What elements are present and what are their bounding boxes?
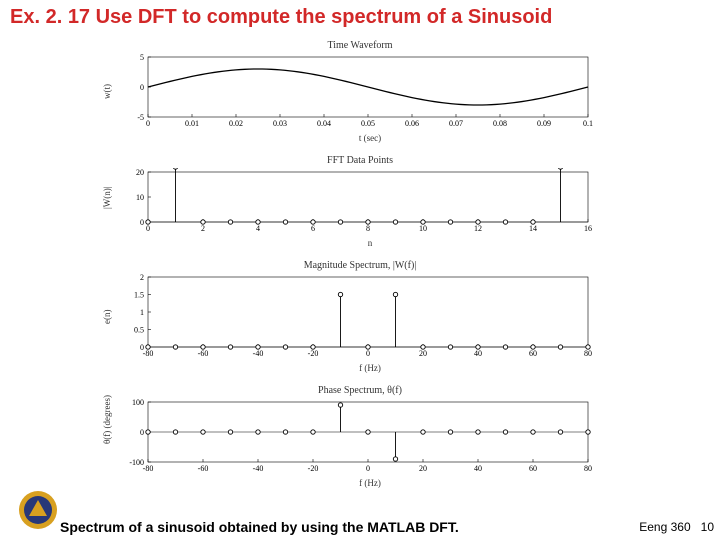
svg-text:0.08: 0.08 (493, 119, 507, 128)
svg-text:60: 60 (529, 349, 537, 358)
svg-text:20: 20 (136, 168, 144, 177)
svg-text:60: 60 (529, 464, 537, 473)
svg-text:0: 0 (146, 224, 150, 233)
panel-time-title: Time Waveform (100, 40, 620, 51)
svg-text:0.05: 0.05 (361, 119, 375, 128)
svg-text:40: 40 (474, 349, 482, 358)
svg-text:16: 16 (584, 224, 592, 233)
panel-phase-plot: -80 -60 -40 -20 0 20 40 60 80 -100 0 100 (114, 398, 594, 476)
university-logo-icon (18, 490, 58, 530)
svg-text:0.06: 0.06 (405, 119, 419, 128)
panel-time-plot: 0 0.01 0.02 0.03 0.04 0.05 0.06 0.07 0.08 0.09 0.1… (114, 53, 594, 131)
svg-text:0.02: 0.02 (229, 119, 243, 128)
svg-text:0: 0 (140, 83, 144, 92)
svg-text:0: 0 (366, 349, 370, 358)
panel-mag: Magnitude Spectrum, |W(f)| e(n) -80 -60 -4… (100, 260, 620, 373)
svg-text:40: 40 (474, 464, 482, 473)
svg-text:2: 2 (140, 273, 144, 282)
footer-course: Eeng 360 (639, 520, 690, 534)
svg-text:20: 20 (419, 349, 427, 358)
svg-text:0.01: 0.01 (185, 119, 199, 128)
svg-text:-5: -5 (137, 113, 144, 122)
svg-text:-60: -60 (198, 349, 209, 358)
panel-mag-plot: -80 -60 -40 -20 0 20 40 60 80 0 0.5 1 1.5 2 (114, 273, 594, 361)
svg-text:80: 80 (584, 464, 592, 473)
panel-mag-title: Magnitude Spectrum, |W(f)| (100, 260, 620, 271)
svg-text:10: 10 (419, 224, 427, 233)
svg-text:12: 12 (474, 224, 482, 233)
slide: Ex. 2. 17 Use DFT to compute the spectru… (0, 0, 720, 540)
panel-mag-ylabel: e(n) (102, 310, 112, 324)
svg-text:0.04: 0.04 (317, 119, 331, 128)
panel-phase-xlabel: f (Hz) (120, 478, 620, 488)
svg-text:4: 4 (256, 224, 260, 233)
svg-text:5: 5 (140, 53, 144, 62)
svg-text:10: 10 (136, 193, 144, 202)
svg-text:-20: -20 (308, 349, 319, 358)
svg-text:0.03: 0.03 (273, 119, 287, 128)
charts-area: Time Waveform w(t) 0 0.01 0.02 0.03 0.04 0.05… (100, 40, 620, 500)
panel-time-xlabel: t (sec) (120, 133, 620, 143)
panel-fft-ylabel: |W(n)| (102, 195, 112, 209)
svg-text:1: 1 (140, 308, 144, 317)
panel-time: Time Waveform w(t) 0 0.01 0.02 0.03 0.04 0.05… (100, 40, 620, 143)
panel-phase-ylabel: θ(f) (degrees) (102, 430, 112, 444)
svg-text:1.5: 1.5 (134, 291, 144, 300)
svg-text:0: 0 (146, 119, 150, 128)
panel-time-ylabel: w(t) (102, 85, 112, 99)
svg-text:6: 6 (311, 224, 315, 233)
svg-text:-60: -60 (198, 464, 209, 473)
svg-text:-40: -40 (253, 349, 264, 358)
svg-text:0.07: 0.07 (449, 119, 463, 128)
svg-text:2: 2 (201, 224, 205, 233)
svg-text:-20: -20 (308, 464, 319, 473)
svg-text:0: 0 (140, 218, 144, 227)
svg-text:0.5: 0.5 (134, 326, 144, 335)
svg-text:0.09: 0.09 (537, 119, 551, 128)
svg-text:0: 0 (366, 464, 370, 473)
panel-mag-xlabel: f (Hz) (120, 363, 620, 373)
svg-text:100: 100 (132, 398, 144, 407)
svg-text:80: 80 (584, 349, 592, 358)
svg-text:20: 20 (419, 464, 427, 473)
svg-text:0: 0 (140, 428, 144, 437)
footer-page: 10 (701, 520, 714, 534)
panel-fft-title: FFT Data Points (100, 155, 620, 166)
slide-title: Ex. 2. 17 Use DFT to compute the spectru… (10, 6, 552, 29)
footer: Eeng 360 10 (639, 520, 714, 534)
svg-text:0: 0 (140, 343, 144, 352)
svg-text:-80: -80 (143, 349, 154, 358)
svg-text:8: 8 (366, 224, 370, 233)
panel-fft-xlabel: n (120, 238, 620, 248)
panel-phase-title: Phase Spectrum, θ(f) (100, 385, 620, 396)
panel-phase: Phase Spectrum, θ(f) θ(f) (degrees) -80-… (100, 385, 620, 488)
svg-text:-40: -40 (253, 464, 264, 473)
panel-fft-plot: 0 2 4 6 8 10 12 14 16 0 10 20 (114, 168, 594, 236)
svg-text:0.1: 0.1 (583, 119, 593, 128)
panel-fft: FFT Data Points |W(n)| 0 2 4 6 8 10 12 14 16 0 10 2… (100, 155, 620, 248)
svg-text:14: 14 (529, 224, 537, 233)
svg-text:-100: -100 (129, 458, 144, 467)
slide-caption: Spectrum of a sinusoid obtained by using… (60, 519, 459, 535)
svg-text:-80: -80 (143, 464, 154, 473)
